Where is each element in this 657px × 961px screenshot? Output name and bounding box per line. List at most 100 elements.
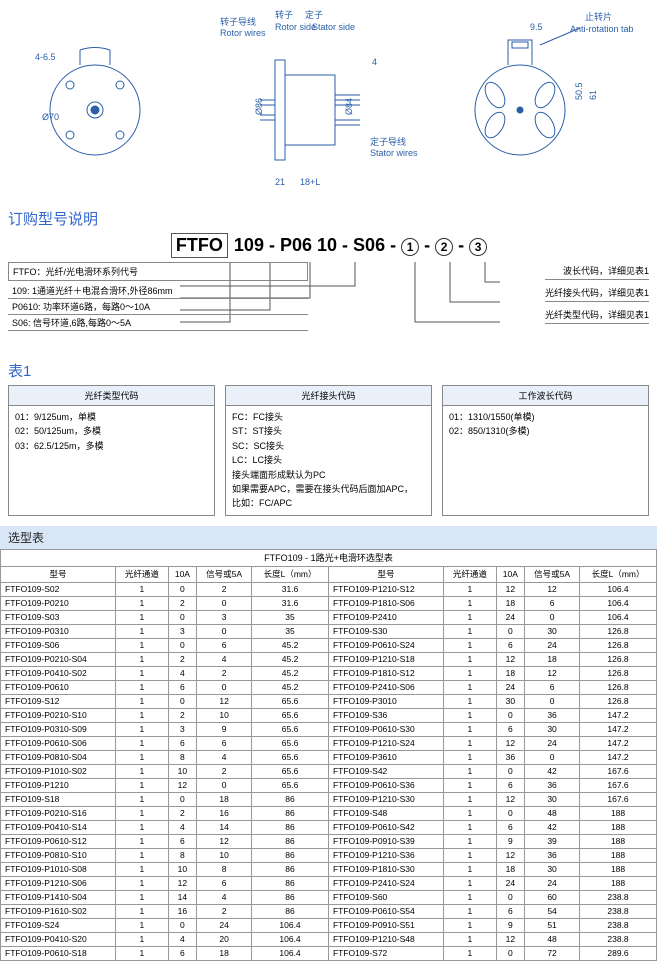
cell: 0 <box>525 610 580 624</box>
cell: 30 <box>496 694 524 708</box>
cell: FTFO109-S24 <box>1 918 116 932</box>
cell: 8 <box>197 862 252 876</box>
cell: FTFO109-S42 <box>328 764 443 778</box>
cell: FTFO109-P0610-S12 <box>1 834 116 848</box>
table-row: FTFO109-S241024106.4FTFO109-P0910-S51195… <box>1 918 657 932</box>
cell: FTFO109-S03 <box>1 610 116 624</box>
cell: 30 <box>525 624 580 638</box>
cell: 167.6 <box>580 778 657 792</box>
cell: 18 <box>525 652 580 666</box>
cell: FTFO109-S30 <box>328 624 443 638</box>
cell: FTFO109-P1810-S12 <box>328 666 443 680</box>
cell: 106.4 <box>252 918 329 932</box>
part-number: FTFO 109 - P06 10 - S06 - 1 - 2 - 3 <box>0 233 657 258</box>
cell: 6 <box>197 876 252 890</box>
t1-line: ST：ST接头 <box>232 424 425 438</box>
cell: 0 <box>168 582 196 596</box>
cell: 86 <box>252 876 329 890</box>
cell: 0 <box>168 918 196 932</box>
table-row: FTFO109-S0210231.6FTFO109-P1210-S1211212… <box>1 582 657 596</box>
cell: 86 <box>252 834 329 848</box>
legend-p0610: P0610: 功率环道6路，每路0～10A <box>8 299 308 315</box>
rotor-en: Rotor side <box>275 22 316 32</box>
cell: 12 <box>496 932 524 946</box>
table-row: FTFO109-P0810-S0418465.6FTFO109-P3610136… <box>1 750 657 764</box>
cell: 0 <box>197 624 252 638</box>
cell: 2 <box>168 652 196 666</box>
cell: 12 <box>525 666 580 680</box>
cell: FTFO109-P0210 <box>1 596 116 610</box>
cell: 36 <box>525 848 580 862</box>
t1-h3: 工作波长代码 <box>443 386 648 406</box>
cell: 126.8 <box>580 666 657 680</box>
cell: 6 <box>496 904 524 918</box>
technical-diagram: 4-6.5 Ø70 转子导线 Rotor wires 转子 定子 Rotor s… <box>0 0 657 200</box>
cell: FTFO109-P0210-S10 <box>1 708 116 722</box>
cell: 106.4 <box>252 932 329 946</box>
cell: 4 <box>168 932 196 946</box>
cell: 12 <box>197 694 252 708</box>
cell: 167.6 <box>580 764 657 778</box>
cell: 9 <box>197 722 252 736</box>
cell: 147.2 <box>580 708 657 722</box>
cell: 106.4 <box>580 610 657 624</box>
dim-4: 4 <box>372 57 377 67</box>
cell: 0 <box>168 694 196 708</box>
cell: 1 <box>116 862 169 876</box>
cell: 12 <box>496 652 524 666</box>
legend-connector: 光纤接头代码，详细见表1 <box>545 284 649 302</box>
cell: 48 <box>525 932 580 946</box>
cell: 188 <box>580 834 657 848</box>
cell: 0 <box>496 806 524 820</box>
cell: FTFO109-S06 <box>1 638 116 652</box>
cell: FTFO109-P0610-S54 <box>328 904 443 918</box>
cell: FTFO109-P1210-S48 <box>328 932 443 946</box>
pn-c3: 3 <box>469 238 487 256</box>
cell: 24 <box>525 736 580 750</box>
dim-18L: 18+L <box>300 177 320 187</box>
sel-h-sig-l: 信号或5A <box>197 566 252 582</box>
cell: 86 <box>252 904 329 918</box>
dim-61: 61 <box>588 90 598 100</box>
cell: 1 <box>116 680 169 694</box>
cell: 0 <box>496 946 524 960</box>
cell: 0 <box>197 778 252 792</box>
stator-cn: 定子 <box>305 9 323 20</box>
cell: 1 <box>444 918 497 932</box>
cell: 1 <box>116 652 169 666</box>
cell: FTFO109-P1210-S12 <box>328 582 443 596</box>
cell: 16 <box>197 806 252 820</box>
rotor-wires-en: Rotor wires <box>220 28 266 38</box>
cell: 147.2 <box>580 750 657 764</box>
cell: 12 <box>496 848 524 862</box>
cell: 1 <box>116 806 169 820</box>
selection-title: 选型表 <box>0 526 657 549</box>
cell: 1 <box>444 708 497 722</box>
cell: 36 <box>525 708 580 722</box>
cell: 35 <box>252 610 329 624</box>
t1-line: 03：62.5/125m，多模 <box>15 439 208 453</box>
t1-line: 02：50/125um，多模 <box>15 424 208 438</box>
cell: FTFO109-P0310-S09 <box>1 722 116 736</box>
t1-line: 接头端面形成默认为PC <box>232 468 425 482</box>
legend-109: 109: 1通道光纤＋电混合滑环,外径86mm <box>8 283 308 299</box>
pn-p06: P06 <box>280 235 312 255</box>
cell: 1 <box>444 652 497 666</box>
cell: 188 <box>580 876 657 890</box>
selection-table: FTFO109 - 1路光+电滑环选型表 型号 光纤通道 10A 信号或5A 长… <box>0 549 657 961</box>
cell: FTFO109-P0410-S02 <box>1 666 116 680</box>
t1-line: FC：FC接头 <box>232 410 425 424</box>
table-row: FTFO109-S0610645.2FTFO109-P0610-S2416241… <box>1 638 657 652</box>
cell: FTFO109-P1810-S30 <box>328 862 443 876</box>
table-row: FTFO109-P0610-S12161286FTFO109-P0910-S39… <box>1 834 657 848</box>
table-row: FTFO109-P0210-S0412445.2FTFO109-P1210-S1… <box>1 652 657 666</box>
legend: FTFO：光纤/光电滑环系列代号 109: 1通道光纤＋电混合滑环,外径86mm… <box>0 262 657 352</box>
cell: 0 <box>496 890 524 904</box>
table1-title: 表1 <box>8 360 657 381</box>
cell: 1 <box>116 792 169 806</box>
cell: 0 <box>496 624 524 638</box>
cell: 12 <box>496 792 524 806</box>
cell: 45.2 <box>252 666 329 680</box>
cell: 12 <box>496 582 524 596</box>
cell: 65.6 <box>252 708 329 722</box>
